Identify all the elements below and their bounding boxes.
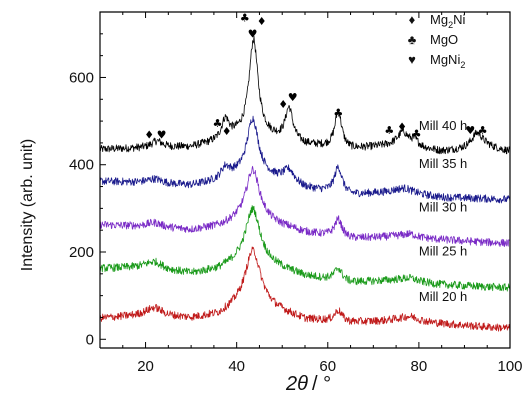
x-tick-label: 20 <box>137 358 154 375</box>
diamond-icon: ♦ <box>257 15 267 28</box>
x-tick-label: 60 <box>319 358 336 375</box>
heart-icon: ♥ <box>157 129 167 142</box>
diamond-icon: ♦ <box>397 121 407 134</box>
heart-icon: ♥ <box>465 124 475 137</box>
series-labels: Mill 40 h Mill 35 h Mill 30 h Mill 25 h Mill… <box>419 118 467 304</box>
diamond-icon: ♦ <box>222 125 232 138</box>
club-icon: ♣ <box>408 32 417 47</box>
x-tick-label: 100 <box>497 358 522 375</box>
legend-label: Mg2Ni <box>430 12 465 30</box>
club-icon: ♣ <box>412 128 422 141</box>
heart-icon: ♥ <box>248 27 258 40</box>
x-axis-symbol: 2θ <box>285 373 308 394</box>
series-label-2: Mill 35 h <box>419 156 467 171</box>
y-tick-label: 600 <box>69 69 94 86</box>
diamond-icon: ♦ <box>409 12 416 27</box>
legend-label: MgNi2 <box>430 52 465 70</box>
y-tick-label: 0 <box>86 331 94 348</box>
series-label-5: Mill 20 h <box>419 289 467 304</box>
legend-item: ♦ Mg2Ni <box>409 12 466 30</box>
x-tick-label: 40 <box>228 358 245 375</box>
series-label-4: Mill 25 h <box>419 243 467 258</box>
diamond-icon: ♦ <box>144 129 154 142</box>
y-tick-label: 400 <box>69 157 94 174</box>
club-icon: ♣ <box>240 12 250 25</box>
diamond-icon: ♦ <box>278 98 288 111</box>
legend-item: ♥ MgNi2 <box>408 52 465 70</box>
series-line-3 <box>99 165 511 247</box>
series-group <box>99 35 511 332</box>
series-line-5 <box>99 246 511 332</box>
legend: ♦ Mg2Ni ♣ MgO ♥ MgNi2 <box>408 12 466 70</box>
legend-label: MgO <box>430 32 458 47</box>
heart-icon: ♥ <box>408 52 416 67</box>
y-tick-label: 200 <box>69 244 94 261</box>
club-icon: ♣ <box>384 124 394 137</box>
heart-icon: ♥ <box>288 91 298 104</box>
peak-markers: ♦ ♥♣♦♣ ♦♥♦♥♣♣ ♦♣ ♥ ♣ <box>144 12 487 142</box>
club-icon: ♣ <box>333 107 343 120</box>
club-icon: ♣ <box>213 117 223 130</box>
axes: 20 40 60 80 100 0 200 400 600 <box>69 11 523 375</box>
x-axis-unit: / ° <box>312 373 331 394</box>
series-line-1 <box>99 35 511 155</box>
series-line-2 <box>99 115 511 204</box>
legend-item: ♣ MgO <box>408 32 458 47</box>
x-tick-label: 80 <box>411 358 428 375</box>
series-label-1: Mill 40 h <box>419 118 467 133</box>
club-icon: ♣ <box>478 124 488 137</box>
y-axis-title: Intensity (arb. unit) <box>19 139 36 272</box>
series-line-4 <box>99 205 511 292</box>
x-axis-title: 2θ / ° <box>285 373 331 394</box>
series-label-3: Mill 30 h <box>419 199 467 214</box>
